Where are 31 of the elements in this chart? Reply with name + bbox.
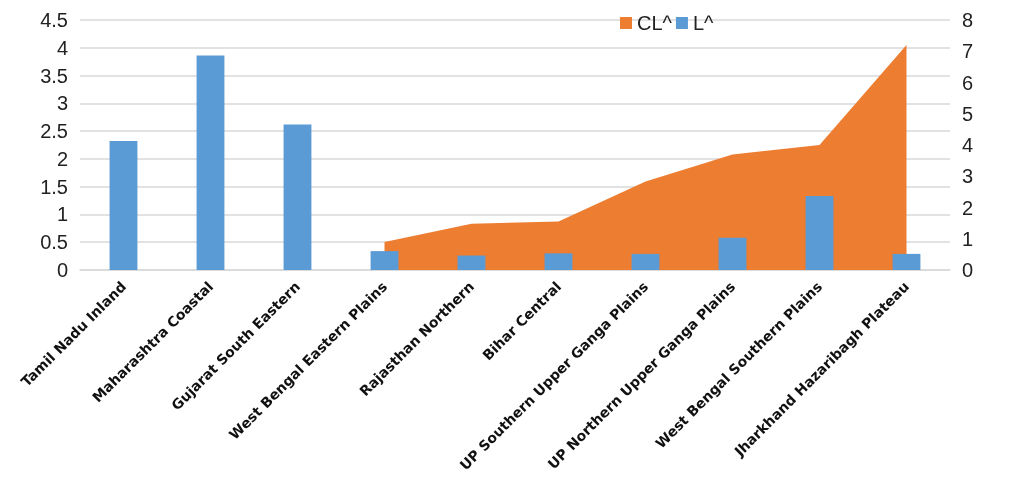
bar	[370, 251, 399, 270]
y2-tick-label: 1	[962, 227, 974, 250]
y2-tick-label: 8	[962, 9, 974, 31]
bar	[457, 255, 486, 270]
y2-tick-label: 5	[962, 102, 974, 125]
y-tick-label: 4.5	[40, 9, 68, 31]
y-tick-label: 0	[56, 259, 68, 281]
y-tick-label: 2	[56, 147, 68, 170]
bar	[718, 237, 747, 270]
y2-tick-label: 2	[962, 196, 974, 219]
y2-tick-label: 7	[962, 40, 974, 63]
bar	[892, 253, 921, 270]
y-tick-label: 3.5	[40, 64, 68, 87]
bar	[196, 55, 225, 270]
y2-tick-label: 3	[962, 165, 974, 188]
bar	[544, 253, 573, 270]
y-tick-label: 2.5	[40, 120, 68, 143]
y-tick-label: 4	[56, 36, 68, 59]
bar	[631, 253, 660, 270]
y2-tick-label: 0	[962, 259, 974, 281]
y2-tick-label: 4	[962, 134, 974, 156]
bar	[109, 141, 138, 270]
legend-label: L^	[692, 12, 715, 34]
y-tick-label: 1.5	[40, 175, 68, 198]
y-tick-label: 1	[56, 203, 68, 226]
bar	[805, 196, 834, 270]
bar	[283, 124, 312, 270]
y-tick-label: 3	[56, 92, 68, 115]
y2-tick-label: 6	[962, 71, 974, 94]
legend-label: CL^	[637, 12, 673, 34]
y-tick-label: 0.5	[40, 231, 68, 254]
